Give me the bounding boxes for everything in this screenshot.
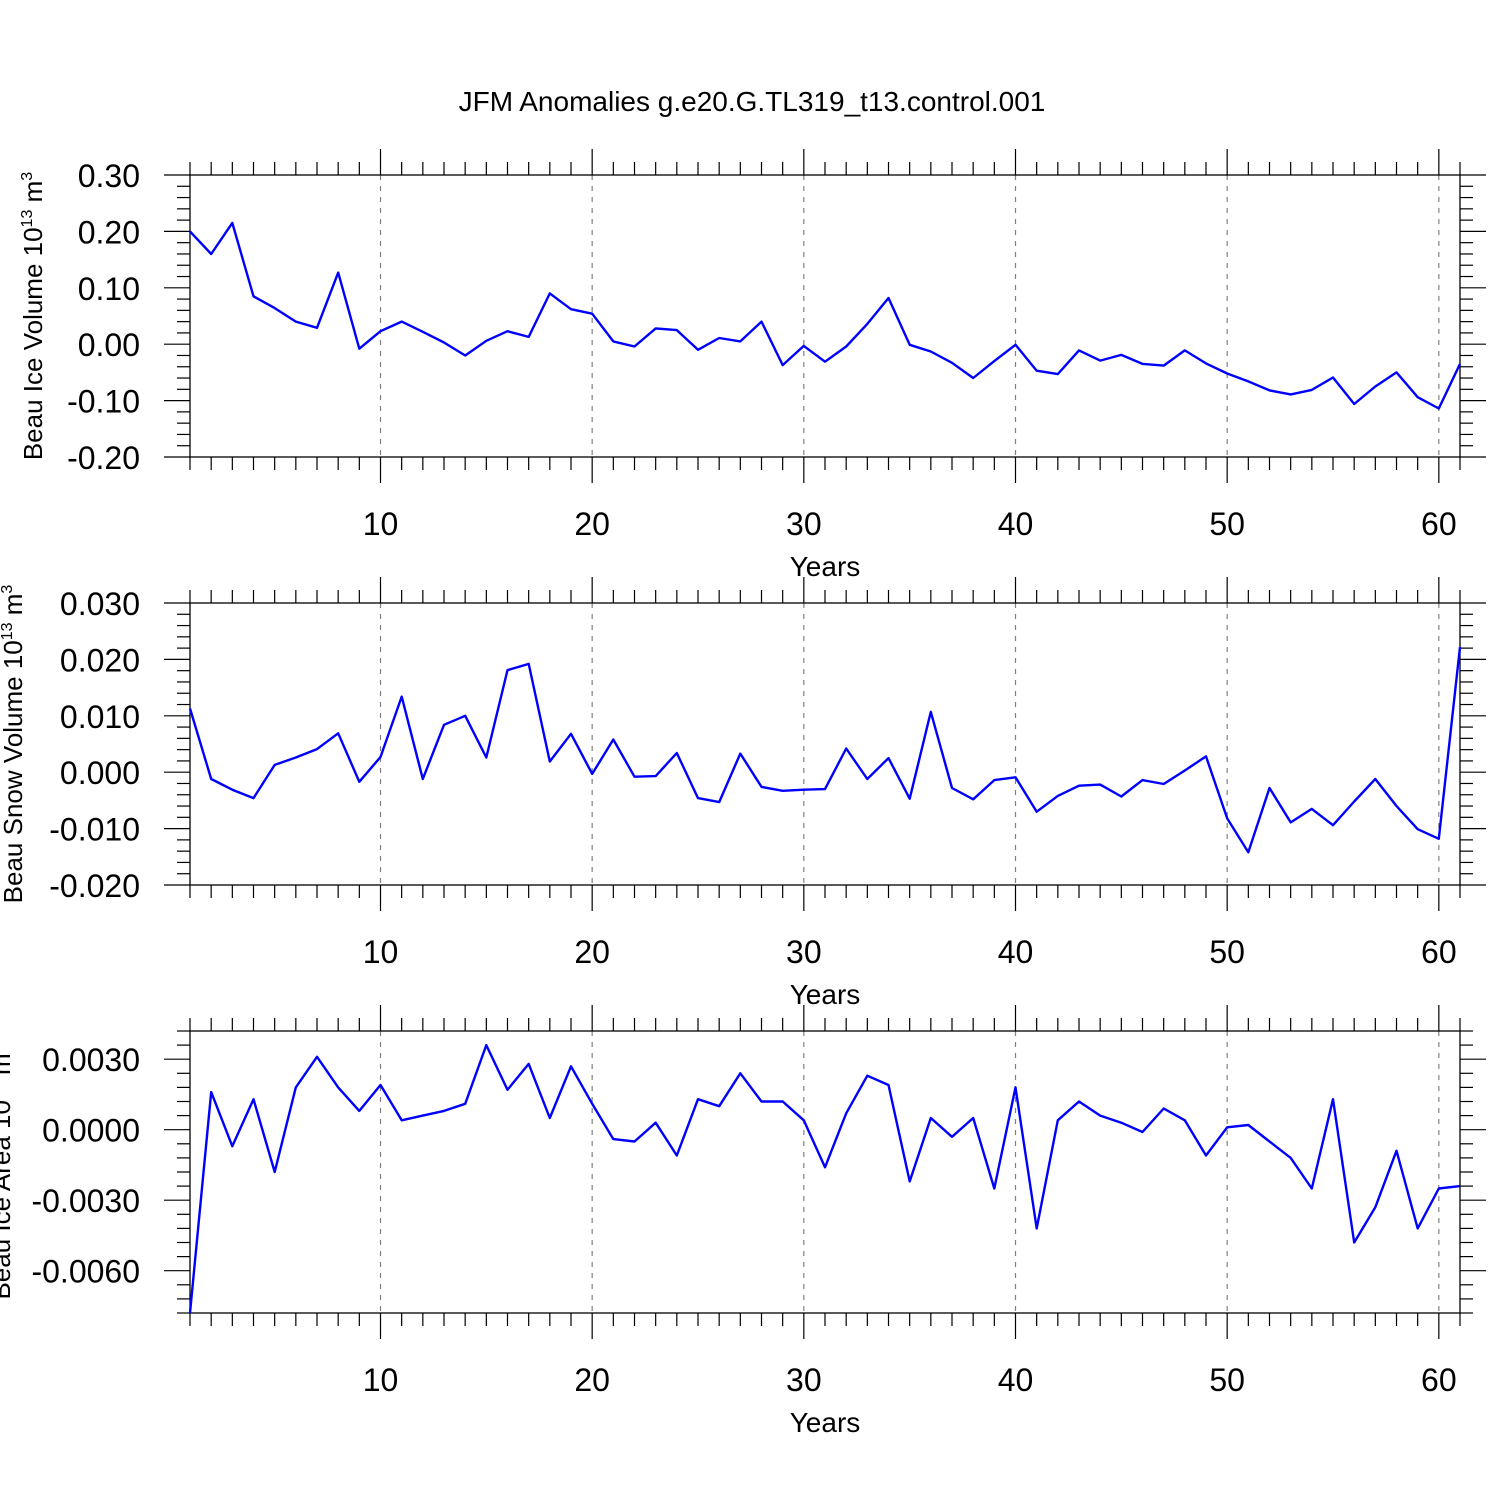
y-tick-label: 0.0030	[42, 1042, 140, 1078]
series-line-ice-volume	[189, 221, 1462, 410]
panel-ice-area: -0.0060 -0.0030 0.0000 0.0030 10 20 30 40 50 60 Ye…	[0, 1005, 1486, 1438]
x-tick-label: 10	[363, 934, 399, 970]
y-tick-label: 0.030	[60, 586, 140, 622]
y-tick-label: 0.010	[60, 699, 140, 735]
panel-ice-volume: -0.20 -0.10 0.00 0.10 0.20 0.30 10 20 30 40 50 60 Ye…	[18, 149, 1486, 582]
y-tick-label: -0.20	[67, 440, 140, 476]
x-axis-title: Years	[790, 979, 861, 1010]
y-tick-label: -0.0060	[31, 1254, 140, 1290]
series-line-snow-volume	[188, 646, 1462, 854]
plot-frame	[189, 1030, 1461, 1314]
x-tick-label: 10	[363, 1362, 399, 1398]
y-tick-label: -0.10	[67, 384, 140, 420]
y-tick-label: 0.0000	[42, 1113, 140, 1149]
panel-snow-volume: -0.020 -0.010 0.000 0.010 0.020 0.030 10 20 30 40…	[0, 577, 1486, 1010]
series-line-ice-area	[188, 1043, 1461, 1314]
x-tick-label: 50	[1209, 1362, 1245, 1398]
y-axis-title: Beau Ice Area 1013 m2	[0, 1044, 16, 1299]
y-axis-title: Beau Ice Volume 1013 m3	[18, 172, 48, 460]
x-tick-label: 60	[1421, 934, 1457, 970]
y-tick-label: 0.00	[78, 327, 140, 363]
x-tick-label: 20	[574, 506, 610, 542]
y-tick-label: 0.000	[60, 755, 140, 791]
x-tick-label: 30	[786, 1362, 822, 1398]
figure-title: JFM Anomalies g.e20.G.TL319_t13.control.…	[459, 86, 1046, 117]
x-tick-label: 20	[574, 1362, 610, 1398]
x-axis-title: Years	[790, 1407, 861, 1438]
y-tick-label: -0.0030	[31, 1183, 140, 1219]
x-tick-label: 10	[363, 506, 399, 542]
y-tick-label: -0.020	[49, 868, 140, 904]
y-axis-title: Beau Snow Volume 1013 m3	[0, 585, 28, 904]
x-tick-label: 60	[1421, 1362, 1457, 1398]
y-tick-label: 0.30	[78, 158, 140, 194]
x-axis-title: Years	[790, 551, 861, 582]
x-tick-label: 50	[1209, 506, 1245, 542]
y-tick-label: -0.010	[49, 812, 140, 848]
plot-frame	[189, 602, 1461, 886]
x-tick-label: 50	[1209, 934, 1245, 970]
x-tick-label: 30	[786, 934, 822, 970]
x-tick-label: 40	[998, 934, 1034, 970]
y-tick-label: 0.20	[78, 214, 140, 250]
y-tick-label: 0.10	[78, 271, 140, 307]
x-tick-label: 30	[786, 506, 822, 542]
x-tick-label: 20	[574, 934, 610, 970]
plot-frame	[189, 174, 1461, 458]
y-tick-label: 0.020	[60, 642, 140, 678]
x-tick-label: 40	[998, 506, 1034, 542]
x-tick-label: 60	[1421, 506, 1457, 542]
x-tick-label: 40	[998, 1362, 1034, 1398]
